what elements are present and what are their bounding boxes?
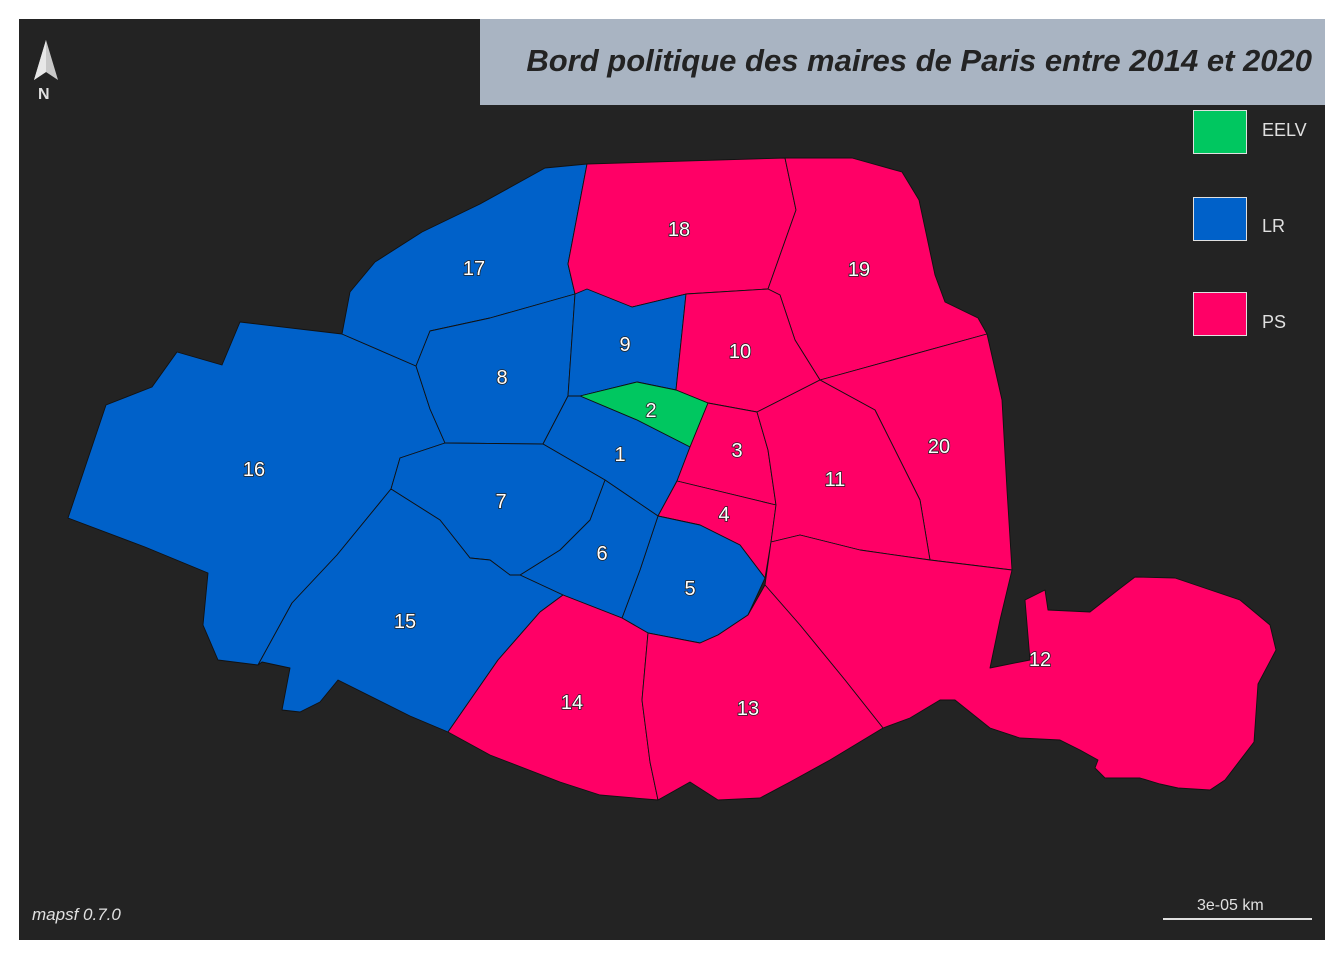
arrondissement-label-18: 18 [668,219,690,241]
arrondissement-label-20: 20 [928,436,950,458]
scale-bar-label: 3e-05 km [1197,897,1264,914]
legend-label-eelv: EELV [1262,120,1307,140]
arrondissement-label-3: 3 [731,440,742,462]
arrondissement-label-6: 6 [596,543,607,565]
arrondissement-label-13: 13 [737,698,759,720]
legend-swatch-ps [1193,292,1247,336]
arrondissement-15[interactable] [257,488,564,733]
legend-swatch-eelv [1193,110,1247,154]
arrondissement-label-17: 17 [463,258,485,280]
arrondissement-label-5: 5 [684,578,695,600]
arrondissement-label-7: 7 [495,491,506,513]
arrondissement-label-15: 15 [394,611,416,633]
arrondissement-label-2: 2 [645,400,656,422]
arrondissement-label-4: 4 [718,504,729,526]
arrondissement-label-1: 1 [614,444,625,466]
arrondissement-12[interactable] [764,534,1277,791]
arrondissement-label-19: 19 [848,259,870,281]
map-title-box: Bord politique des maires de Paris entre… [480,19,1325,105]
north-label: N [38,86,50,103]
scale-bar [1163,918,1312,920]
arrondissement-label-12: 12 [1029,649,1051,671]
arrondissement-13[interactable] [641,584,884,801]
legend-label-lr: LR [1262,216,1286,236]
map-title: Bord politique des maires de Paris entre… [526,43,1312,78]
legend-label-ps: PS [1262,312,1287,332]
arrondissement-label-16: 16 [243,459,265,481]
arrondissement-label-8: 8 [496,367,507,389]
arrondissement-label-11: 11 [825,469,846,491]
arrondissement-label-14: 14 [561,692,583,714]
north-arrow-icon [34,40,58,80]
arrondissement-label-9: 9 [619,334,630,356]
arrondissement-label-10: 10 [729,341,751,363]
legend-swatch-lr [1193,197,1247,241]
map-credits: mapsf 0.7.0 [32,905,121,924]
